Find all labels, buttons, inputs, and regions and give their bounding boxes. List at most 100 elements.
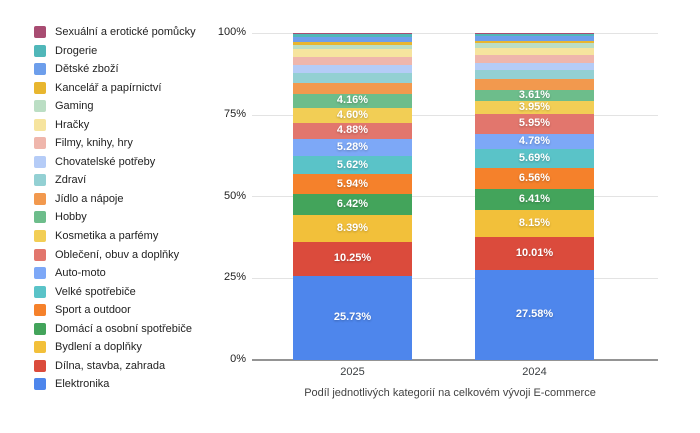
legend-item[interactable]: Domácí a osobní spotřebiče — [34, 322, 196, 335]
legend-item[interactable]: Kancelář a papírnictví — [34, 81, 196, 94]
segment-value-label: 3.95% — [518, 101, 551, 114]
legend-item[interactable]: Elektronika — [34, 378, 196, 391]
bar-segment[interactable]: 3.95% — [475, 101, 594, 115]
legend-item[interactable]: Velké spotřebiče — [34, 285, 196, 298]
legend-swatch-icon — [34, 378, 46, 391]
segment-value-label: 5.95% — [518, 117, 551, 130]
segment-value-label: 5.62% — [336, 158, 369, 171]
segment-value-label: 8.39% — [336, 221, 369, 234]
bar-segment[interactable] — [475, 78, 594, 90]
segment-value-label: 27.58% — [515, 308, 554, 321]
y-axis-tick: 100% — [217, 26, 246, 38]
legend-item[interactable]: Bydlení a doplňky — [34, 341, 196, 354]
segment-value-label: 10.01% — [515, 246, 554, 259]
y-axis-tick: 0% — [230, 353, 246, 365]
legend-swatch-icon — [34, 118, 46, 131]
legend-item[interactable]: Drogerie — [34, 44, 196, 57]
bar-segment[interactable]: 10.01% — [475, 236, 594, 270]
legend-item[interactable]: Chovatelské potřeby — [34, 155, 196, 168]
bar-segment[interactable] — [293, 65, 412, 74]
y-axis-tick: 75% — [223, 108, 246, 120]
bar-segment[interactable] — [293, 73, 412, 83]
segment-value-label: 6.41% — [518, 193, 551, 206]
bar-segment[interactable] — [293, 37, 412, 42]
legend-label: Domácí a osobní spotřebiče — [55, 322, 192, 335]
bar-segment[interactable]: 6.56% — [475, 167, 594, 190]
legend-label: Dílna, stavba, zahrada — [55, 359, 166, 372]
gridline-75 — [252, 115, 658, 116]
legend-item[interactable]: Jídlo a nápoje — [34, 192, 196, 205]
legend-swatch-icon — [34, 81, 46, 94]
bar-segment[interactable]: 4.16% — [293, 94, 412, 108]
legend-swatch-icon — [34, 44, 46, 57]
bar-segment[interactable] — [293, 48, 412, 57]
legend-swatch-icon — [34, 192, 46, 205]
bar-segment[interactable] — [293, 41, 412, 45]
legend-item[interactable]: Kosmetika a parfémy — [34, 230, 196, 243]
bar-segment[interactable]: 5.28% — [293, 138, 412, 156]
legend-swatch-icon — [34, 155, 46, 168]
legend-item[interactable]: Zdraví — [34, 174, 196, 187]
bar-segment[interactable] — [293, 56, 412, 66]
bar-segment[interactable]: 5.62% — [293, 155, 412, 175]
segment-value-label: 6.42% — [336, 197, 369, 210]
bar-segment[interactable]: 5.94% — [293, 174, 412, 194]
bar-segment[interactable]: 8.39% — [293, 214, 412, 243]
segment-value-label: 8.15% — [518, 217, 551, 230]
legend-swatch-icon — [34, 230, 46, 243]
bar-segment[interactable] — [293, 44, 412, 49]
bar-segment[interactable]: 5.95% — [475, 114, 594, 134]
legend-item[interactable]: Gaming — [34, 100, 196, 113]
segment-value-label: 6.56% — [518, 172, 551, 185]
legend-item[interactable]: Auto-moto — [34, 267, 196, 280]
legend-item[interactable]: Filmy, knihy, hry — [34, 137, 196, 150]
legend-label: Jídlo a nápoje — [55, 192, 124, 205]
bar-segment[interactable]: 25.73% — [293, 275, 412, 360]
bar-segment[interactable] — [293, 33, 412, 35]
bar-segment[interactable] — [475, 36, 594, 41]
stacked-bar-2025: 4.16% 4.60% 4.88% 5.28% 5.62% 5.94% 6.42% 8.39%… — [293, 33, 412, 360]
bar-segment[interactable]: 5.69% — [475, 149, 594, 168]
legend-label: Filmy, knihy, hry — [55, 137, 133, 150]
bar-segment[interactable]: 10.25% — [293, 242, 412, 276]
bar-segment[interactable]: 4.78% — [475, 133, 594, 150]
legend-label: Sexuální a erotické pomůcky — [55, 26, 196, 38]
segment-value-label: 4.78% — [518, 135, 551, 147]
legend-label: Oblečení, obuv a doplňky — [55, 248, 180, 261]
legend-label: Zdraví — [55, 174, 87, 187]
legend-item[interactable]: Hobby — [34, 211, 196, 224]
bar-segment[interactable] — [475, 34, 594, 37]
legend-item[interactable]: Dětské zboží — [34, 63, 196, 76]
legend-item[interactable]: Dílna, stavba, zahrada — [34, 359, 196, 372]
legend-item[interactable]: Oblečení, obuv a doplňky — [34, 248, 196, 261]
segment-value-label: 5.28% — [336, 140, 369, 153]
plot-area: 4.16% 4.60% 4.88% 5.28% 5.62% 5.94% 6.42% 8.39%… — [252, 33, 658, 361]
bar-segment[interactable]: 4.88% — [293, 122, 412, 139]
bar-segment[interactable] — [475, 62, 594, 71]
x-axis-line — [252, 359, 658, 361]
bar-segment[interactable] — [475, 47, 594, 56]
bar-segment[interactable]: 6.42% — [293, 193, 412, 215]
segment-value-label: 10.25% — [333, 252, 372, 265]
legend-item[interactable]: Sexuální a erotické pomůcky — [34, 26, 196, 38]
bar-segment[interactable]: 27.58% — [475, 269, 594, 360]
bar-segment[interactable] — [475, 33, 594, 35]
bar-segment[interactable] — [293, 82, 412, 95]
bar-segment[interactable] — [475, 43, 594, 48]
axis-title: Podíl jednotlivých kategorií na celkovém… — [304, 387, 596, 399]
legend-swatch-icon — [34, 267, 46, 280]
legend-item[interactable]: Hračky — [34, 118, 196, 131]
bar-segment[interactable]: 8.15% — [475, 210, 594, 237]
legend-label: Kosmetika a parfémy — [55, 230, 159, 243]
legend-swatch-icon — [34, 341, 46, 354]
bar-segment[interactable]: 4.60% — [293, 107, 412, 123]
bar-segment[interactable] — [475, 70, 594, 79]
legend-swatch-icon — [34, 137, 46, 150]
bar-segment[interactable]: 3.61% — [475, 89, 594, 102]
gridline-25 — [252, 278, 658, 279]
legend-item[interactable]: Sport a outdoor — [34, 304, 196, 317]
bar-segment[interactable] — [293, 34, 412, 37]
bar-segment[interactable] — [475, 55, 594, 63]
bar-segment[interactable] — [475, 40, 594, 44]
bar-segment[interactable]: 6.41% — [475, 189, 594, 211]
